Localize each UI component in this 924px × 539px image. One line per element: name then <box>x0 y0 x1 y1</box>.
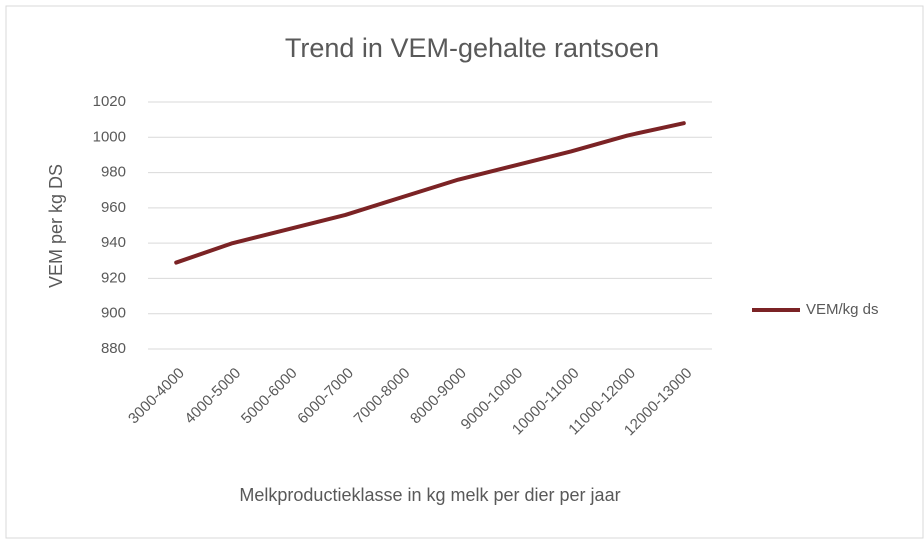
y-tick-label: 880 <box>101 340 126 357</box>
y-tick-label: 920 <box>101 269 126 286</box>
y-tick-label: 940 <box>101 234 126 251</box>
y-axis-label: VEM per kg DS <box>46 164 66 288</box>
y-tick-label: 980 <box>101 164 126 181</box>
y-tick-label: 900 <box>101 305 126 322</box>
y-tick-label: 1020 <box>93 93 126 110</box>
y-tick-label: 1000 <box>93 128 126 145</box>
legend-label: VEM/kg ds <box>806 301 879 318</box>
x-axis-label: Melkproductieklasse in kg melk per dier … <box>239 485 620 505</box>
data-line <box>174 121 686 265</box>
chart-title: Trend in VEM-gehalte rantsoen <box>285 33 659 63</box>
y-tick-label: 960 <box>101 199 126 216</box>
chart-frame <box>5 5 924 539</box>
